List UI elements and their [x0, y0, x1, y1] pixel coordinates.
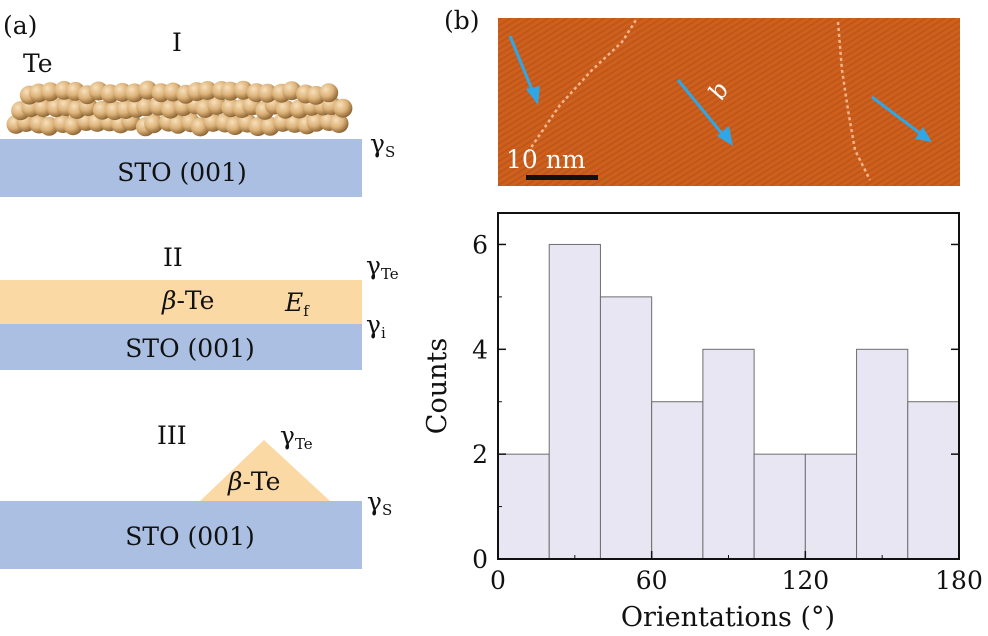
stm-image: b 10 nm — [498, 18, 960, 186]
domain-arrow-1 — [508, 35, 540, 105]
sto-label-iii: STO (001) — [125, 522, 254, 551]
gamma-te-label-ii: γTe — [366, 251, 399, 283]
beta-te-island-label: β-Te — [227, 467, 280, 496]
histogram-bar-160–180 — [907, 401, 960, 560]
y-axis-title: Counts — [422, 338, 453, 434]
gamma-s-label-i: γS — [370, 129, 395, 161]
histogram-bar-0–20 — [497, 453, 550, 560]
te-atom — [258, 83, 277, 103]
histogram-bar-80–100 — [702, 348, 755, 560]
te-atom — [333, 98, 353, 118]
diagram-iii: III β-Te STO (001) γTe γS — [0, 421, 392, 569]
histogram-bars — [497, 243, 960, 560]
sto-substrate-ii — [0, 324, 362, 370]
sto-label-ii: STO (001) — [125, 334, 254, 363]
orientation-histogram: 0 60 120 180 0 2 4 6 Orientations (°) Counts — [422, 212, 983, 633]
diagram-iii-roman: III — [157, 421, 187, 450]
te-atom — [144, 114, 164, 134]
te-atom-cluster — [6, 80, 353, 137]
histogram-bar-100–120 — [753, 453, 806, 560]
panel-b-label: (b) — [444, 6, 480, 35]
te-atom — [319, 83, 339, 103]
histogram-bar-40–60 — [599, 296, 653, 560]
x-tick-label-0: 0 — [490, 566, 506, 595]
histogram-ticks: 0 60 120 180 0 2 4 6 — [472, 230, 983, 595]
y-tick-label-2: 2 — [472, 440, 488, 469]
panel-a-label: (a) — [3, 11, 37, 40]
panel-a: (a) I Te STO (001) γS II β-Te Ef STO (00… — [0, 11, 399, 569]
diagram-ii-roman: II — [163, 243, 183, 272]
gamma-te-label-iii: γTe — [280, 421, 313, 453]
x-tick-label-60: 60 — [636, 566, 668, 595]
domain-arrow-3 — [871, 95, 932, 142]
panel-b: (b) b 10 nm — [422, 6, 983, 633]
beta-te-film — [0, 280, 362, 324]
gamma-i-label: γi — [366, 310, 386, 342]
diagram-i: I Te STO (001) γS — [0, 28, 395, 197]
sto-label-i: STO (001) — [117, 158, 246, 187]
beta-te-film-label: β-Te — [161, 286, 214, 315]
histogram-bar-20–40 — [548, 243, 601, 560]
te-element-label: Te — [23, 49, 53, 78]
y-tick-label-4: 4 — [472, 335, 488, 364]
sto-substrate-i — [0, 139, 362, 197]
histogram-bar-120–140 — [804, 453, 858, 560]
sto-substrate-iii — [0, 501, 362, 569]
histogram-bar-140–160 — [856, 348, 909, 560]
te-atom — [40, 82, 60, 102]
stm-image-shade — [498, 18, 960, 186]
diagram-ii: II β-Te Ef STO (001) γTe γi — [0, 243, 399, 370]
scale-bar — [526, 175, 598, 180]
stm-image-background — [498, 18, 960, 186]
x-tick-label-120: 120 — [781, 566, 829, 595]
te-atom — [197, 81, 217, 100]
scale-bar-label: 10 nm — [506, 145, 586, 174]
y-tick-label-0: 0 — [472, 545, 488, 574]
domain-arrow-2 — [676, 79, 733, 146]
y-tick-label-6: 6 — [472, 230, 488, 259]
te-atom — [329, 114, 349, 133]
te-atom — [275, 99, 295, 119]
domain-boundary-1 — [526, 19, 638, 153]
domain-boundary-2 — [836, 21, 872, 181]
formation-energy-label: Ef — [284, 288, 310, 320]
beta-te-island — [200, 440, 330, 501]
gamma-s-label-iii: γS — [367, 487, 392, 519]
diagram-i-roman: I — [172, 28, 182, 57]
histogram-bar-60–80 — [651, 401, 704, 560]
x-axis-title: Orientations (°) — [621, 602, 835, 633]
x-tick-label-180: 180 — [935, 566, 983, 595]
